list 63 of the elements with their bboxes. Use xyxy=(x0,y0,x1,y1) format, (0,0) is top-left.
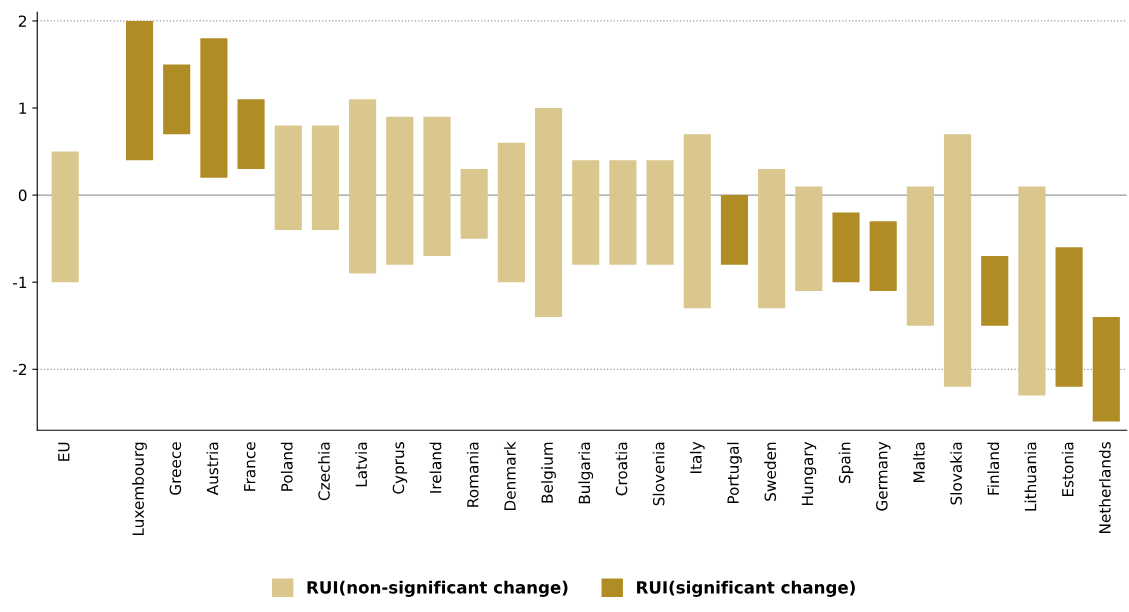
x-tick-label: Austria xyxy=(206,442,219,496)
x-tick-label: Finland xyxy=(987,442,1000,495)
x-tick-label: Bulgaria xyxy=(578,442,594,504)
bar xyxy=(163,64,191,135)
x-tick-label: Lithuania xyxy=(1024,442,1037,511)
bar xyxy=(274,125,302,230)
x-tick-label: Sweden xyxy=(764,442,777,501)
y-tick-label: -1 xyxy=(13,276,27,288)
bar xyxy=(311,125,339,230)
bar xyxy=(720,195,749,265)
bar xyxy=(758,168,786,309)
x-tick-label: Belgium xyxy=(541,442,556,503)
x-tick-label: Spain xyxy=(838,442,854,484)
x-tick-label: EU xyxy=(58,442,70,461)
x-tick-label: France xyxy=(244,442,256,491)
x-tick-label: Romania xyxy=(466,442,479,507)
bar xyxy=(832,212,860,283)
x-tick-label: Italy xyxy=(689,441,705,473)
bar xyxy=(1092,317,1120,422)
bar xyxy=(51,151,79,283)
y-tick-label: 2 xyxy=(18,15,26,27)
bar xyxy=(572,160,600,265)
bar xyxy=(1018,186,1046,396)
bar xyxy=(200,38,228,178)
bar xyxy=(906,186,934,326)
bar xyxy=(125,20,154,161)
bar xyxy=(386,116,414,265)
x-tick-label: Slovenia xyxy=(652,442,665,506)
bar xyxy=(237,99,265,169)
x-tick-label: Latvia xyxy=(355,442,368,487)
x-tick-label: Portugal xyxy=(727,442,742,504)
x-tick-label: Ireland xyxy=(429,442,442,493)
bar xyxy=(1055,247,1083,387)
bar xyxy=(534,108,563,318)
legend-label: RUI(significant change) xyxy=(637,580,855,597)
x-tick-label: Germany xyxy=(876,441,891,511)
x-tick-label: Slovakia xyxy=(950,442,962,505)
bar xyxy=(497,142,525,283)
y-tick-label: 0 xyxy=(18,189,27,202)
x-tick-label: Estonia xyxy=(1061,442,1074,497)
bar xyxy=(943,134,972,387)
bar xyxy=(349,99,377,274)
y-tick-label: 1 xyxy=(19,102,27,114)
x-tick-label: Croatia xyxy=(615,442,628,496)
legend-label: RUI(non-significant change) xyxy=(307,580,568,597)
x-tick-label: Greece xyxy=(169,442,182,495)
bar xyxy=(795,186,823,291)
x-tick-label: Hungary xyxy=(801,441,817,506)
bar xyxy=(609,160,637,265)
bar xyxy=(683,134,711,309)
x-tick-label: Netherlands xyxy=(1098,442,1111,533)
y-tick-label: -2 xyxy=(13,363,27,376)
bar xyxy=(646,160,674,265)
x-tick-label: Cyprus xyxy=(392,442,408,494)
x-tick-label: Poland xyxy=(280,442,293,491)
x-tick-label: Czechia xyxy=(318,442,330,501)
x-tick-label: Luxembourg xyxy=(132,442,147,536)
bar xyxy=(981,256,1009,326)
bar xyxy=(869,221,897,291)
x-tick-label: Denmark xyxy=(503,441,516,511)
bar xyxy=(460,168,488,239)
bar xyxy=(423,116,451,257)
x-tick-label: Malta xyxy=(912,442,925,482)
